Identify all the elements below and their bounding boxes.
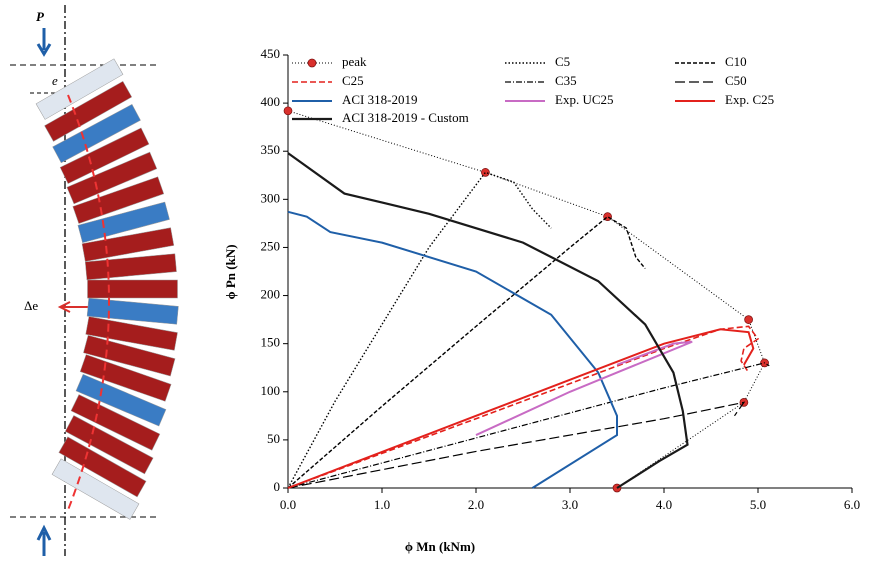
deflection-label: Δe [24,298,38,313]
series-line [288,153,688,488]
y-tick-label: 50 [267,431,280,446]
x-tick-label: 2.0 [468,497,484,512]
series-line [288,172,551,488]
series-line [288,329,753,488]
x-tick-label: 0.0 [280,497,296,512]
legend-label: C35 [555,73,577,88]
legend-label: Exp. C25 [725,92,774,107]
x-tick-label: 6.0 [844,497,860,512]
y-tick-label: 450 [261,46,281,61]
x-axis-label: ϕ Mn (kNm) [405,539,475,554]
load-arrow [38,528,50,556]
legend-label: C5 [555,54,570,69]
figure: P e Δe ϕ Mn (kNm) ϕ Pn (kN) 0 50 100 150 200… [0,0,878,561]
legend-label: ACI 318-2019 - Custom [342,110,469,125]
y-axis-label: ϕ Pn (kN) [223,244,238,299]
x-tick-label: 5.0 [750,497,766,512]
load-arrow [38,28,50,54]
series-line [288,402,744,488]
y-tick-label: 200 [261,287,281,302]
series-line [288,326,758,488]
y-tick-label: 0 [274,479,281,494]
legend-label: C10 [725,54,747,69]
legend-label: C50 [725,73,747,88]
load-label: P [36,9,45,24]
y-tick-label: 300 [261,190,281,205]
y-tick-label: 150 [261,335,281,350]
y-tick-label: 250 [261,238,281,253]
y-tick-label: 400 [261,94,281,109]
x-tick-label: 4.0 [656,497,672,512]
legend-label: C25 [342,73,364,88]
y-tick-label: 350 [261,142,281,157]
column-illustration: P e Δe [10,5,178,556]
series-line [288,363,769,488]
y-tick-label: 100 [261,383,281,398]
eccentricity-label: e [52,73,58,88]
column-segment [88,280,178,298]
peak-marker [284,107,292,115]
legend-label: peak [342,54,367,69]
series-line [288,212,617,488]
peak-marker [745,316,753,324]
x-tick-label: 1.0 [374,497,390,512]
x-tick-label: 3.0 [562,497,578,512]
legend-label: Exp. UC25 [555,92,614,107]
legend-marker [308,59,316,67]
series-line [288,217,645,488]
legend-label: ACI 318-2019 [342,92,417,107]
